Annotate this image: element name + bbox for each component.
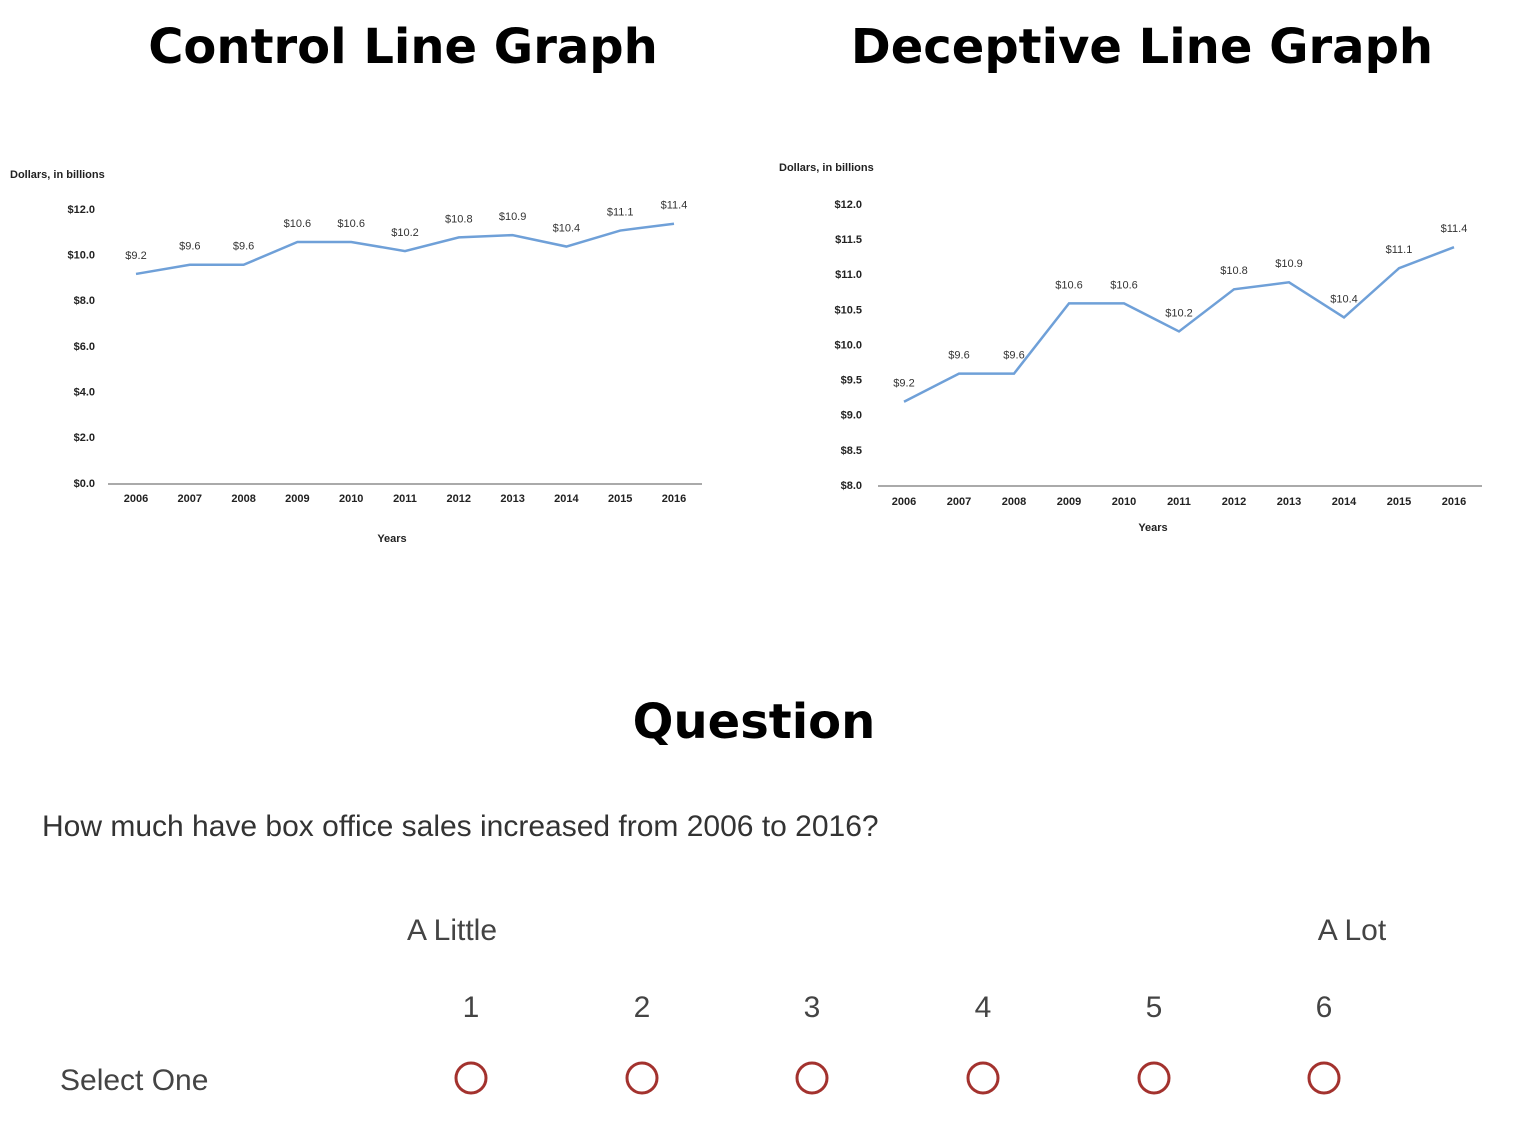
data-label: $9.6: [1003, 350, 1024, 362]
x-tick-label: 2012: [447, 493, 471, 505]
option-number: 3: [804, 991, 821, 1024]
y-tick-label: $0.0: [74, 478, 95, 490]
data-label: $10.8: [445, 213, 473, 225]
scale-low-label: A Little: [407, 914, 497, 947]
data-label: $10.2: [1165, 307, 1193, 319]
data-line: [903, 245, 1455, 403]
data-label: $10.6: [337, 218, 365, 230]
radio-option[interactable]: [795, 1061, 829, 1095]
data-label: $11.1: [1386, 244, 1413, 256]
option-number: 2: [634, 991, 651, 1024]
x-axis-label: Years: [1138, 522, 1167, 534]
y-axis-label: Dollars, in billions: [10, 169, 105, 181]
x-tick-label: 2015: [1387, 496, 1411, 508]
x-tick-label: 2009: [285, 493, 309, 505]
y-tick-label: $2.0: [74, 432, 95, 444]
option-number: 1: [463, 991, 480, 1024]
data-label: $11.1: [607, 206, 634, 218]
x-tick-label: 2011: [393, 493, 417, 505]
data-label: $10.6: [1110, 279, 1138, 291]
data-label: $11.4: [1441, 223, 1468, 235]
x-tick-label: 2015: [608, 493, 632, 505]
y-tick-label: $8.5: [841, 445, 862, 457]
x-tick-label: 2014: [1332, 496, 1357, 508]
y-tick-label: $9.0: [841, 410, 862, 422]
x-tick-label: 2006: [124, 493, 148, 505]
y-tick-label: $12.0: [67, 204, 95, 216]
scale-high-label: A Lot: [1318, 914, 1387, 947]
y-tick-label: $10.0: [834, 339, 862, 351]
data-label: $9.6: [179, 241, 200, 253]
option-number: 4: [975, 991, 992, 1024]
data-label: $10.2: [391, 227, 419, 239]
y-tick-label: $9.5: [841, 375, 862, 387]
x-tick-label: 2007: [178, 493, 202, 505]
data-label: $10.6: [284, 218, 312, 230]
radio-option[interactable]: [1137, 1061, 1171, 1095]
radio-option[interactable]: [1307, 1061, 1341, 1095]
x-tick-label: 2011: [1167, 496, 1191, 508]
question-title: Question: [633, 694, 876, 750]
chart-title: Deceptive Line Graph: [851, 19, 1433, 75]
y-axis-label: Dollars, in billions: [779, 162, 874, 174]
y-tick-label: $6.0: [74, 341, 95, 353]
data-label: $10.8: [1220, 265, 1248, 277]
x-tick-label: 2010: [1112, 496, 1136, 508]
data-label: $10.4: [1330, 293, 1358, 305]
radio-option[interactable]: [966, 1061, 1000, 1095]
data-label: $10.6: [1055, 279, 1083, 291]
y-tick-label: $11.5: [835, 234, 862, 246]
x-tick-label: 2016: [662, 493, 686, 505]
x-tick-label: 2009: [1057, 496, 1081, 508]
option-number: 5: [1146, 991, 1163, 1024]
data-line: [135, 222, 675, 276]
x-tick-label: 2016: [1442, 496, 1466, 508]
data-label: $10.4: [553, 222, 581, 234]
question-text: How much have box office sales increased…: [42, 810, 879, 843]
x-tick-label: 2012: [1222, 496, 1246, 508]
y-tick-label: $4.0: [74, 387, 95, 399]
y-tick-label: $8.0: [841, 480, 862, 492]
x-tick-label: 2008: [231, 493, 255, 505]
y-tick-label: $10.5: [834, 304, 862, 316]
option-number: 6: [1316, 991, 1333, 1024]
x-tick-label: 2013: [1277, 496, 1301, 508]
y-tick-label: $10.0: [67, 250, 95, 262]
x-tick-label: 2010: [339, 493, 363, 505]
x-axis-label: Years: [377, 533, 406, 545]
y-tick-label: $8.0: [74, 295, 95, 307]
y-tick-label: $12.0: [834, 199, 862, 211]
x-tick-label: 2008: [1002, 496, 1026, 508]
data-label: $9.2: [893, 378, 914, 390]
data-label: $9.6: [948, 350, 969, 362]
data-label: $11.4: [661, 200, 688, 212]
row-label: Select One: [60, 1064, 208, 1097]
x-tick-label: 2014: [554, 493, 579, 505]
data-label: $10.9: [1275, 258, 1303, 270]
chart-title: Control Line Graph: [148, 19, 658, 75]
radio-option[interactable]: [454, 1061, 488, 1095]
x-tick-label: 2013: [500, 493, 524, 505]
data-label: $10.9: [499, 211, 527, 223]
data-label: $9.6: [233, 241, 254, 253]
radio-option[interactable]: [625, 1061, 659, 1095]
y-tick-label: $11.0: [835, 269, 862, 281]
x-tick-label: 2006: [892, 496, 916, 508]
x-tick-label: 2007: [947, 496, 971, 508]
data-label: $9.2: [125, 250, 146, 262]
